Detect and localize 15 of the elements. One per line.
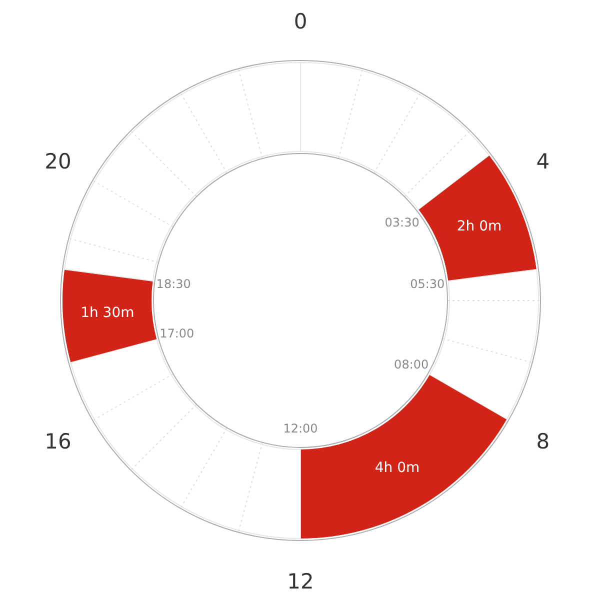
text: 18:30 (156, 276, 191, 291)
text: 4 (536, 150, 550, 174)
text: 8 (536, 430, 550, 454)
data-label: 2h 0m (456, 218, 502, 234)
text: 16 (44, 430, 72, 454)
text: 12 (287, 570, 314, 594)
text: 17:00 (160, 326, 194, 341)
text: 20 (44, 150, 72, 174)
text: 12:00 (283, 422, 318, 436)
text: 0 (294, 10, 308, 34)
data-label: 4h 0m (374, 460, 420, 476)
text: 05:30 (410, 276, 445, 291)
text: 08:00 (394, 358, 429, 372)
data-label: 1h 30m (80, 305, 134, 322)
text: 03:30 (384, 216, 420, 230)
